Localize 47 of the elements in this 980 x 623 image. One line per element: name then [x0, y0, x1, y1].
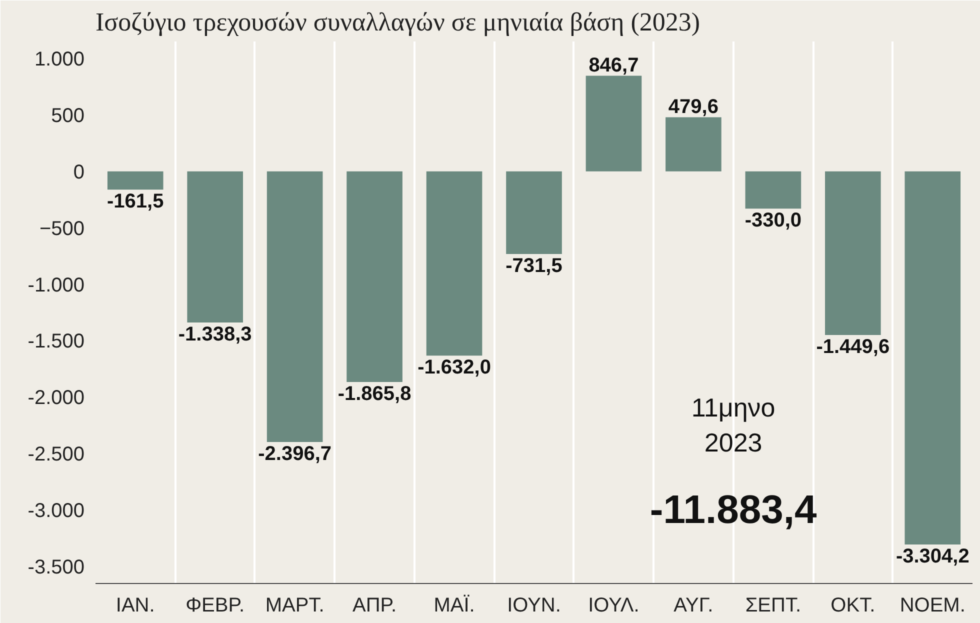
y-tick-label: 0 [73, 161, 84, 184]
y-tick-label: 500 [51, 104, 85, 127]
annotation: 2023 [704, 427, 762, 458]
bar [666, 117, 722, 172]
y-tick-label: -2.000 [28, 387, 85, 410]
bar [825, 171, 881, 336]
data-label: -731,5 [506, 254, 562, 277]
y-tick-label: 1.000 [34, 48, 85, 70]
x-tick-label: ΙΑΝ. [116, 594, 155, 616]
x-tick-label: ΙΟΥΝ. [507, 594, 561, 616]
data-label: -1.449,6 [816, 336, 890, 358]
bar [426, 171, 482, 356]
bar [506, 171, 562, 254]
bar [904, 171, 961, 544]
y-tick-label: -1.000 [28, 274, 85, 296]
data-label: -1.632,0 [418, 356, 491, 379]
chart-title: Ισοζύγιο τρεχουσών συναλλαγών σε μηνιαία βάση (2023) [96, 8, 700, 36]
data-label: -3.304,2 [896, 545, 970, 568]
data-label: 479,6 [668, 96, 718, 118]
data-label: -1.338,3 [178, 323, 252, 346]
data-label: -161,5 [107, 190, 164, 213]
annotation: 11μηνο [691, 392, 776, 422]
bar [745, 171, 802, 209]
x-tick-label: ΟΚΤ. [830, 594, 876, 616]
x-tick-label: ΣΕΠΤ. [745, 594, 802, 616]
y-tick-label: -1.500 [28, 330, 85, 353]
x-tick-label: ΝΟΕΜ. [900, 594, 966, 616]
bar [187, 171, 243, 322]
x-tick-label: ΜΑΡΤ. [265, 594, 324, 616]
bar [107, 171, 164, 190]
annotation: -11.883,4 [650, 488, 818, 532]
data-label: -1.865,8 [338, 383, 412, 406]
bar [586, 76, 642, 172]
data-label: 846,7 [588, 54, 639, 77]
bar [266, 171, 323, 442]
x-tick-label: ΦΕΒΡ. [186, 594, 245, 616]
data-label: -2.396,7 [258, 442, 332, 465]
y-tick-label: -3.500 [28, 556, 85, 579]
bar [346, 171, 402, 382]
x-tick-label: ΙΟΥΛ. [588, 594, 640, 616]
data-label: -330,0 [744, 210, 802, 232]
y-tick-label: −500 [39, 218, 85, 240]
x-tick-label: ΑΥΓ. [674, 594, 714, 616]
x-tick-label: ΜΑΪ. [434, 594, 475, 616]
y-tick-label: -2.500 [28, 444, 85, 466]
x-tick-label: ΑΠΡ. [352, 594, 397, 616]
y-tick-label: -3.000 [28, 500, 85, 522]
